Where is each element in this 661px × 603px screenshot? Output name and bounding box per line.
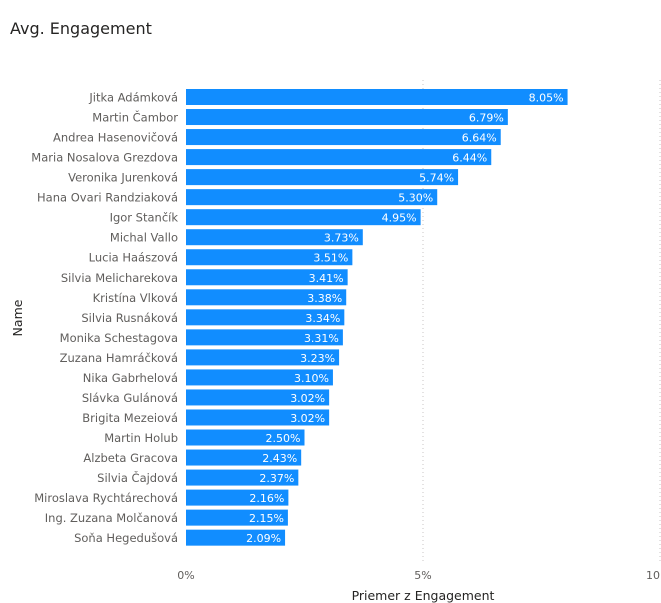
bar[interactable]: [186, 109, 508, 126]
bar[interactable]: [186, 229, 363, 246]
data-label: 6.64%: [462, 132, 497, 145]
bar[interactable]: [186, 349, 340, 366]
data-label: 3.41%: [309, 272, 344, 285]
bar[interactable]: [186, 489, 289, 506]
category-label: Silvia Rusnáková: [81, 311, 178, 325]
data-label: 3.02%: [290, 392, 325, 405]
chart-title: Avg. Engagement: [10, 19, 152, 38]
category-label: Nika Gabrhelová: [83, 371, 178, 385]
bar[interactable]: [186, 189, 438, 206]
bar[interactable]: [186, 389, 330, 406]
data-label: 4.95%: [382, 212, 417, 225]
bar[interactable]: [186, 249, 353, 266]
category-label: Zuzana Hamráčková: [60, 351, 178, 365]
data-label: 3.02%: [290, 412, 325, 425]
x-tick-label: 10: [646, 569, 660, 582]
category-label: Igor Stančík: [110, 211, 179, 225]
category-label: Andrea Hasenovičová: [53, 131, 178, 145]
category-labels: Jitka Adámková Martin Čambor Andrea Haseno…: [31, 91, 178, 546]
x-axis-title: Priemer z Engagement: [352, 588, 495, 603]
category-label: Alzbeta Gracova: [83, 451, 178, 465]
bar[interactable]: [186, 149, 492, 166]
data-label: 8.05%: [529, 92, 564, 105]
category-label: Lucia Haászová: [89, 251, 178, 265]
category-label: Silvia Čajdová: [97, 470, 178, 485]
bar[interactable]: [186, 89, 568, 105]
category-label: Kristína Vlková: [93, 291, 178, 305]
data-label: 3.23%: [300, 352, 335, 365]
data-label: 6.79%: [469, 112, 504, 125]
category-label: Brigita Mezeiová: [82, 411, 178, 425]
category-label: Jitka Adámková: [88, 91, 178, 105]
data-label: 6.44%: [452, 152, 487, 165]
bar[interactable]: [186, 509, 288, 526]
bar[interactable]: [186, 369, 333, 386]
category-label: Silvia Melicharekova: [61, 271, 178, 285]
category-label: Martin Holub: [104, 431, 178, 445]
data-label: 2.43%: [262, 452, 297, 465]
category-label: Monika Schestagova: [60, 331, 178, 345]
bar[interactable]: [186, 309, 345, 326]
data-label: 3.31%: [304, 332, 339, 345]
data-label: 3.73%: [324, 232, 359, 245]
data-label: 3.10%: [294, 372, 329, 385]
data-label: 3.51%: [313, 252, 348, 265]
bar[interactable]: [186, 529, 286, 546]
x-tick-label: 5%: [414, 569, 431, 582]
data-label: 3.38%: [307, 292, 342, 305]
x-axis-ticks: 0% 5% 10: [177, 569, 660, 582]
category-label: Michal Vallo: [110, 231, 178, 245]
category-label: Hana Ovari Randziaková: [37, 191, 178, 205]
data-label: 2.50%: [266, 432, 301, 445]
y-axis-title: Name: [10, 299, 25, 336]
category-label: Ing. Zuzana Molčanová: [45, 511, 178, 525]
data-label: 5.30%: [398, 192, 433, 205]
bar[interactable]: [186, 469, 299, 486]
bar[interactable]: [186, 129, 501, 146]
category-label: Martin Čambor: [92, 110, 178, 125]
bar[interactable]: [186, 269, 348, 286]
category-label: Soňa Hegedušová: [74, 531, 178, 545]
data-label: 2.09%: [246, 532, 281, 545]
bar[interactable]: [186, 209, 421, 226]
data-label: 2.16%: [249, 492, 284, 505]
bar[interactable]: [186, 329, 343, 346]
bar[interactable]: [186, 449, 302, 466]
bars: 8.05% 6.79% 6.64% 6.44% 5.74% 5.30% 4.95% 3.73%…: [186, 89, 568, 546]
data-label: 2.15%: [249, 512, 284, 525]
category-label: Slávka Gulánová: [82, 391, 178, 405]
category-label: Miroslava Rychtárechová: [34, 491, 178, 505]
bar[interactable]: [186, 429, 305, 446]
bar[interactable]: [186, 289, 347, 306]
data-label: 3.34%: [305, 312, 340, 325]
x-tick-label: 0%: [177, 569, 194, 582]
category-label: Maria Nosalova Grezdova: [31, 151, 178, 165]
data-label: 2.37%: [259, 472, 294, 485]
data-label: 5.74%: [419, 172, 454, 185]
bar[interactable]: [186, 169, 459, 186]
category-label: Veronika Jurenková: [68, 171, 178, 185]
bar[interactable]: [186, 409, 330, 426]
